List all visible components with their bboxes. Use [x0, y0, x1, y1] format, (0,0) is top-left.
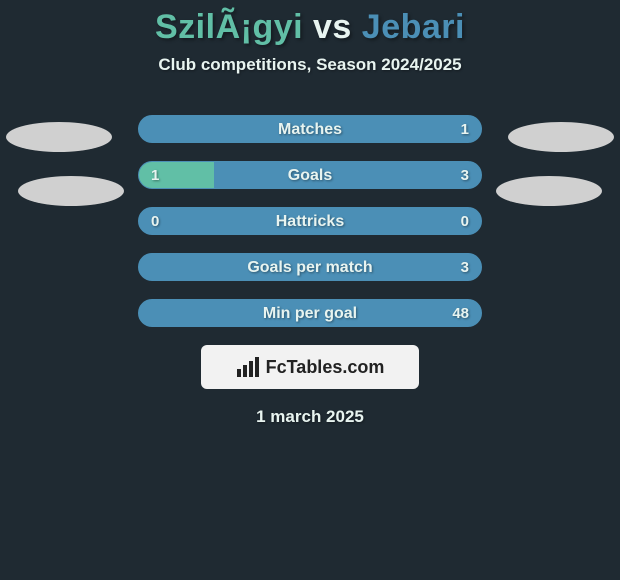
right-team-logo-placeholder-1 [508, 122, 614, 152]
stat-label: Matches [139, 116, 481, 142]
stat-row: Min per goal 48 [138, 299, 482, 327]
footer-date: 1 march 2025 [0, 407, 620, 427]
stat-row: Goals per match 3 [138, 253, 482, 281]
stat-right-value: 3 [461, 254, 469, 280]
stat-right-value: 1 [461, 116, 469, 142]
stat-row: 1 Goals 3 [138, 161, 482, 189]
brand-text: FcTables.com [266, 357, 385, 378]
stat-label: Hattricks [139, 208, 481, 234]
subtitle: Club competitions, Season 2024/2025 [0, 55, 620, 75]
stat-right-value: 0 [461, 208, 469, 234]
stat-label: Min per goal [139, 300, 481, 326]
title-vs: vs [303, 8, 362, 46]
right-team-logo-placeholder-2 [496, 176, 602, 206]
stat-label: Goals [139, 162, 481, 188]
stat-right-value: 48 [452, 300, 469, 326]
stat-row: Matches 1 [138, 115, 482, 143]
page-title: SzilÃ¡gyi vs Jebari [0, 0, 620, 47]
title-left: SzilÃ¡gyi [155, 8, 303, 46]
comparison-card: SzilÃ¡gyi vs Jebari Club competitions, S… [0, 0, 620, 580]
stats-list: Matches 1 1 Goals 3 0 Hattricks 0 Goals … [138, 115, 482, 327]
left-team-logo-placeholder-1 [6, 122, 112, 152]
bars-icon [236, 357, 262, 377]
brand-badge[interactable]: FcTables.com [201, 345, 419, 389]
left-team-logo-placeholder-2 [18, 176, 124, 206]
stat-right-value: 3 [461, 162, 469, 188]
stat-row: 0 Hattricks 0 [138, 207, 482, 235]
title-right: Jebari [362, 8, 465, 46]
stat-label: Goals per match [139, 254, 481, 280]
